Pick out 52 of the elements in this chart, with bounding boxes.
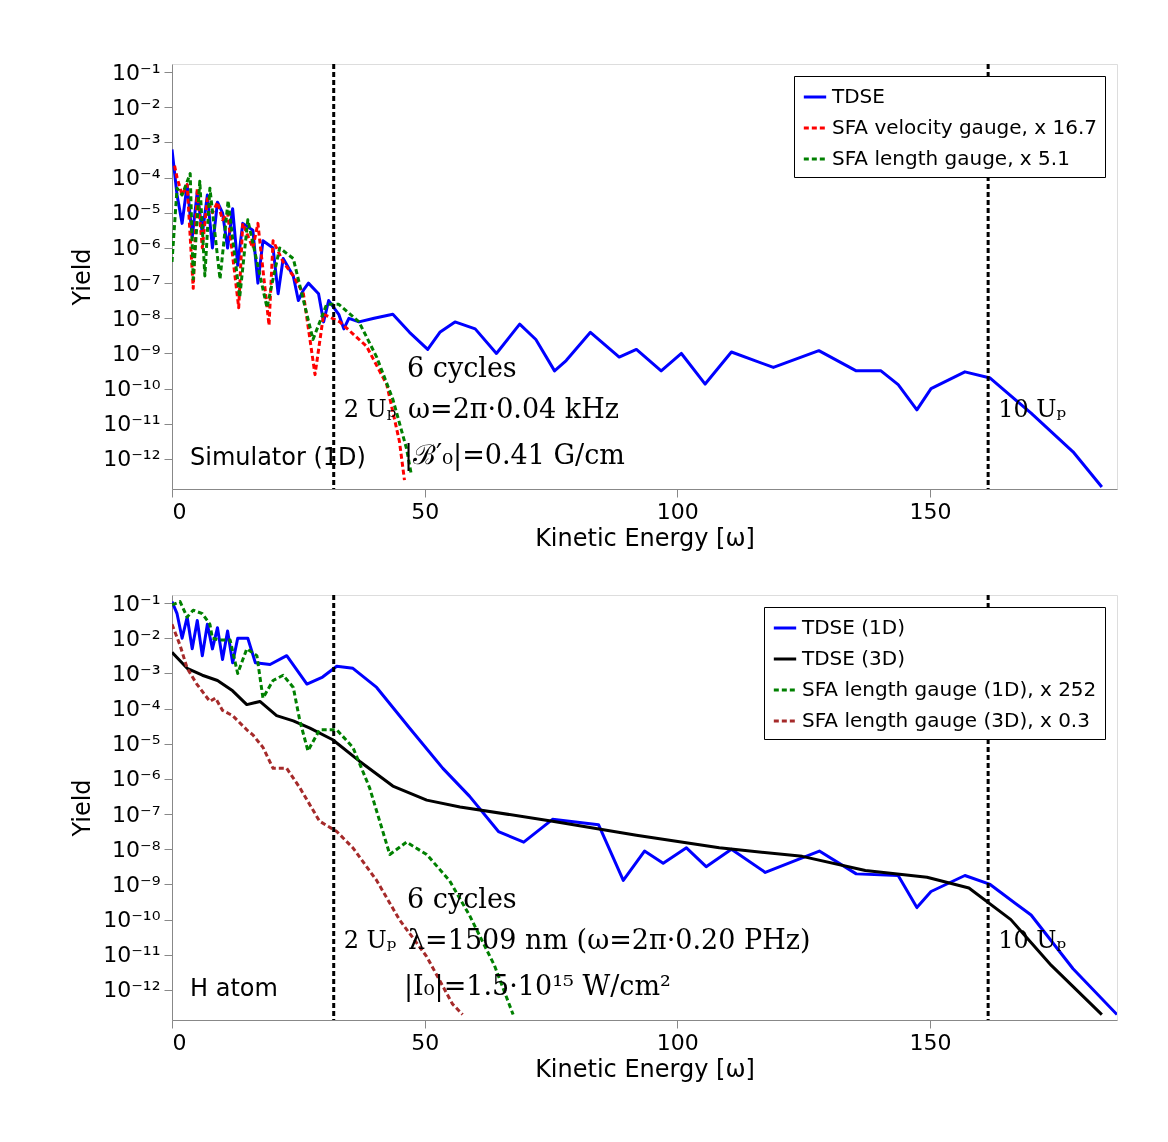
x-tick-label: 150 <box>909 498 952 524</box>
legend-label: SFA length gauge (3D), x 0.3 <box>802 708 1090 732</box>
y-tick-label: 10⁻³ <box>112 660 161 686</box>
legend-label: TDSE (3D) <box>801 646 906 670</box>
x-tick-label: 50 <box>411 498 440 524</box>
y-tick-label: 10⁻¹ <box>112 590 161 616</box>
x-tick-label: 100 <box>656 1029 699 1055</box>
y-tick-label: 10⁻⁴ <box>112 165 161 191</box>
y-tick-label: 10⁻⁷ <box>112 801 161 827</box>
y-tick-label: 10⁻⁶ <box>112 766 161 792</box>
y-axis-title: Yield <box>68 779 97 838</box>
annotation: Simulator (1D) <box>190 443 366 471</box>
y-tick-label: 10⁻⁹ <box>112 340 161 366</box>
x-tick-label: 100 <box>656 498 699 524</box>
annotation: H atom <box>190 974 278 1002</box>
y-tick-label: 10⁻⁴ <box>112 696 161 722</box>
legend-label: TDSE <box>831 84 885 108</box>
y-tick-label: 10⁻⁸ <box>112 305 161 331</box>
x-axis-title: Kinetic Energy [ω] <box>535 1054 755 1083</box>
x-tick-label: 50 <box>411 1029 440 1055</box>
y-tick-label: 10⁻³ <box>112 129 161 155</box>
annotation: 6 cycles <box>407 352 517 383</box>
y-tick-label: 10⁻¹⁰ <box>103 907 161 933</box>
x-axis-title: Kinetic Energy [ω] <box>535 523 755 552</box>
legend-label: TDSE (1D) <box>801 615 906 639</box>
y-tick-label: 10⁻⁹ <box>112 871 161 897</box>
annotation: |ℬ′₀|=0.41 G/cm <box>404 439 625 471</box>
y-tick-label: 10⁻⁷ <box>112 270 161 296</box>
legend-label: SFA length gauge (1D), x 252 <box>802 677 1097 701</box>
y-tick-label: 10⁻² <box>112 94 161 120</box>
y-axis-title: Yield <box>68 248 97 307</box>
x-tick-label: 0 <box>172 1029 187 1055</box>
y-tick-label: 10⁻¹⁰ <box>103 376 161 402</box>
legend-label: SFA velocity gauge, x 16.7 <box>832 115 1097 139</box>
y-tick-label: 10⁻⁸ <box>112 836 161 862</box>
x-tick-label: 150 <box>909 1029 952 1055</box>
annotation: ω=2π·0.04 kHz <box>408 393 619 424</box>
y-tick-label: 10⁻⁵ <box>112 200 161 226</box>
y-tick-label: 10⁻² <box>112 625 161 651</box>
annotation: 6 cycles <box>407 883 517 914</box>
ref-line-label: 10 Uₚ <box>998 395 1067 423</box>
y-tick-label: 10⁻¹ <box>112 59 161 85</box>
legend-label: SFA length gauge, x 5.1 <box>832 146 1070 170</box>
x-tick-label: 0 <box>172 498 187 524</box>
y-tick-label: 10⁻⁶ <box>112 235 161 261</box>
y-tick-label: 10⁻¹¹ <box>103 942 161 968</box>
y-tick-label: 10⁻⁵ <box>112 731 161 757</box>
y-tick-label: 10⁻¹² <box>103 446 161 472</box>
y-tick-label: 10⁻¹² <box>103 977 161 1003</box>
ref-line-label: 2 Uₚ <box>343 926 397 954</box>
y-tick-label: 10⁻¹¹ <box>103 411 161 437</box>
ref-line-label: 2 Uₚ <box>343 395 397 423</box>
